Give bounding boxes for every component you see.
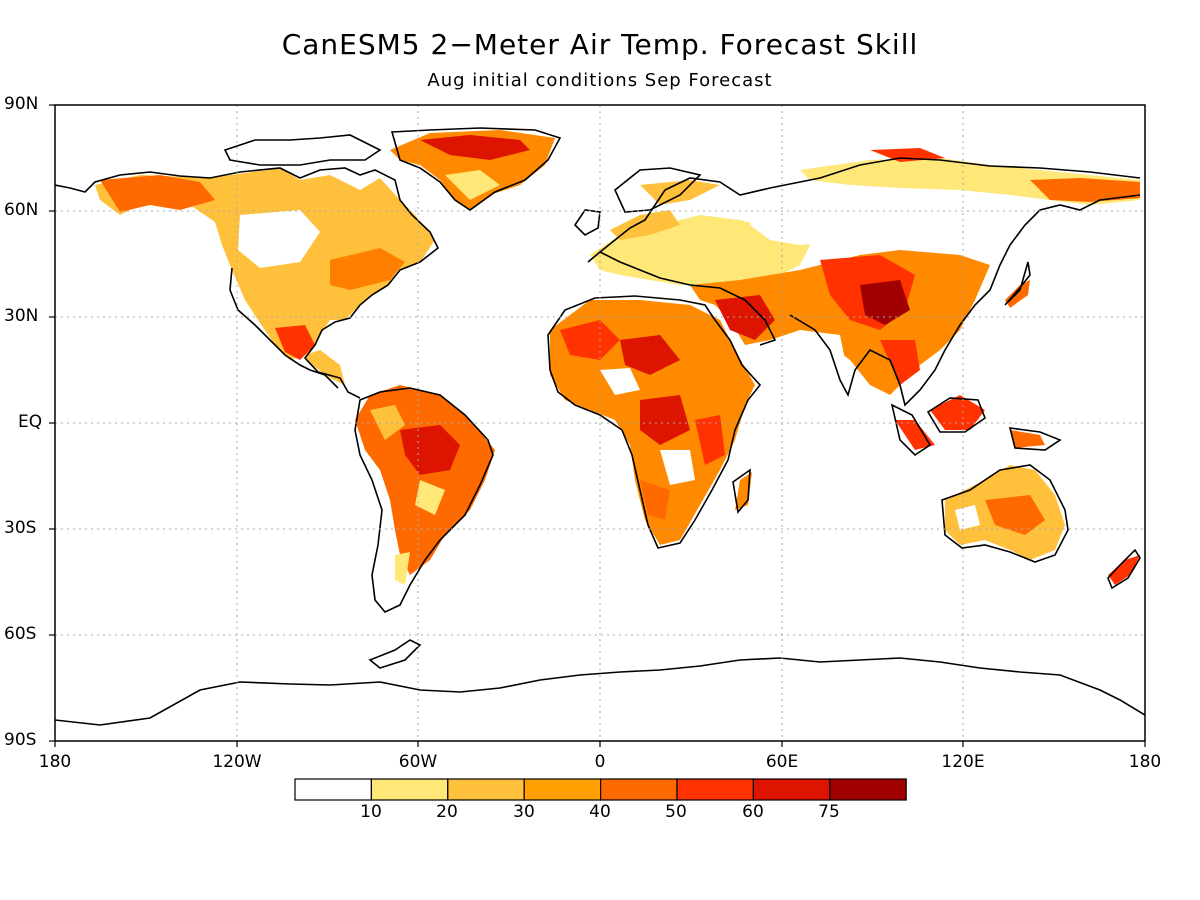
colorbar-label: 10 bbox=[360, 802, 382, 822]
colorbar-label: 40 bbox=[589, 802, 611, 822]
x-tick-label: 120E bbox=[941, 752, 985, 772]
colorbar-swatch bbox=[523, 778, 602, 801]
y-tick-label: 60N bbox=[4, 200, 39, 220]
coastlines bbox=[55, 127, 1145, 726]
x-tick-label: 60W bbox=[398, 752, 438, 772]
colorbar-swatch bbox=[599, 778, 678, 801]
colorbar bbox=[294, 778, 907, 801]
colorbar-label: 75 bbox=[818, 802, 840, 822]
gridlines bbox=[55, 105, 1145, 741]
colorbar-label: 30 bbox=[513, 802, 535, 822]
y-tick-label: 30S bbox=[4, 518, 37, 538]
tick-marks bbox=[49, 104, 1146, 747]
x-tick-label: 180 bbox=[38, 752, 72, 772]
colorbar-swatch bbox=[752, 778, 831, 801]
colorbar-label: 20 bbox=[436, 802, 458, 822]
skill-field bbox=[95, 130, 1140, 585]
colorbar-swatch bbox=[447, 778, 525, 801]
map-title: CanESM5 2−Meter Air Temp. Forecast Skill bbox=[281, 28, 919, 61]
y-tick-label: EQ bbox=[18, 412, 43, 432]
x-tick-label: 120W bbox=[212, 752, 262, 772]
map-subtitle: Aug initial conditions Sep Forecast bbox=[427, 70, 773, 91]
colorbar-label: 60 bbox=[742, 802, 764, 822]
x-tick-label: 0 bbox=[594, 752, 606, 772]
colorbar-swatch bbox=[294, 778, 373, 801]
colorbar-label: 50 bbox=[665, 802, 687, 822]
y-tick-label: 30N bbox=[4, 306, 39, 326]
na-shading bbox=[95, 168, 435, 385]
x-tick-label: 60E bbox=[765, 752, 799, 772]
colorbar-swatch bbox=[370, 778, 449, 801]
y-tick-label: 90N bbox=[4, 94, 39, 114]
y-tick-label: 60S bbox=[4, 624, 37, 644]
y-tick-label: 90S bbox=[4, 730, 37, 750]
colorbar-swatch bbox=[829, 778, 907, 801]
colorbar-swatch bbox=[676, 778, 755, 801]
x-tick-label: 180 bbox=[1128, 752, 1162, 772]
